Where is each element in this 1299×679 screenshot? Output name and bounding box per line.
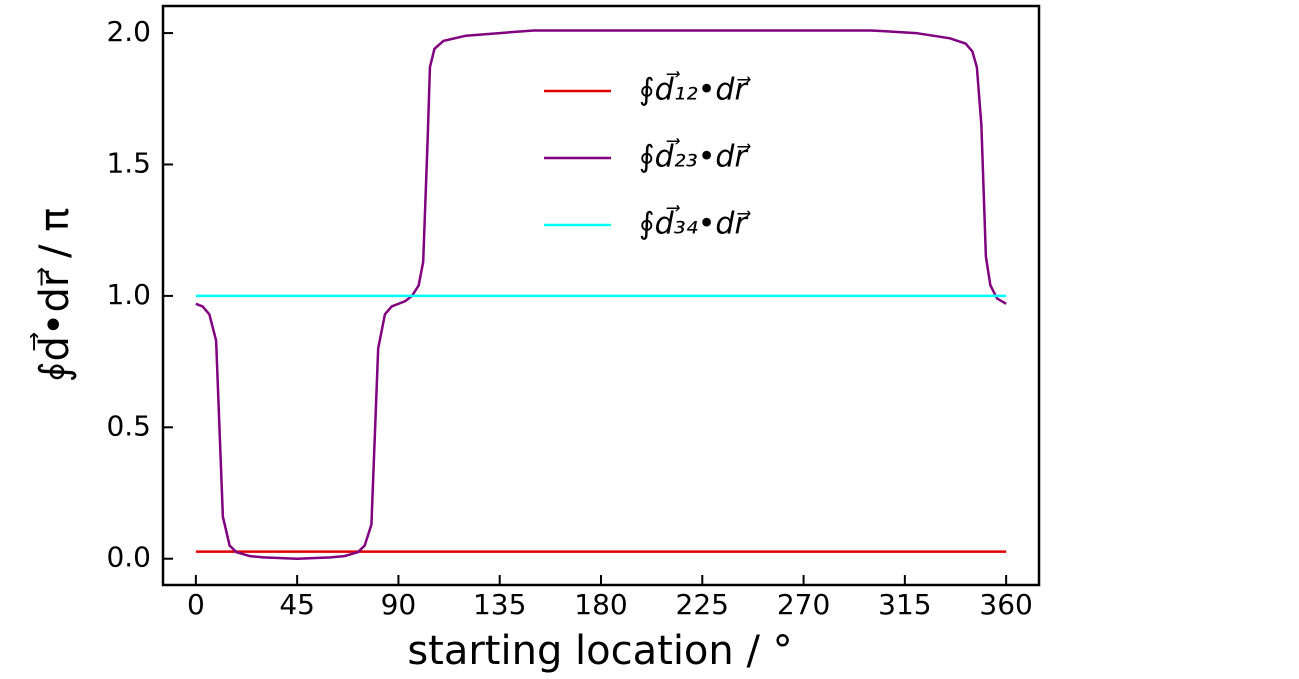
y-tick-label: 1.0 — [106, 278, 151, 311]
x-tick-label: 270 — [777, 588, 830, 621]
legend-label: ∮d⃗₃₄•dr⃗ — [639, 205, 751, 241]
x-tick-label: 0 — [187, 588, 205, 621]
plot-frame — [161, 4, 1041, 587]
x-tick-label: 315 — [878, 588, 931, 621]
legend-label: ∮d⃗₂₃•dr⃗ — [639, 138, 751, 174]
y-axis-label: ∮d⃗•dr⃗ / π — [30, 208, 78, 383]
x-tick-label: 225 — [676, 588, 729, 621]
y-tick-label: 1.5 — [106, 146, 151, 179]
x-tick-label: 360 — [979, 588, 1032, 621]
x-tick-label: 90 — [381, 588, 417, 621]
series-line — [195, 29, 1007, 560]
y-tick-label: 0.5 — [106, 409, 151, 442]
x-axis-label: starting location / ° — [407, 628, 792, 674]
x-tick-label: 135 — [473, 588, 526, 621]
legend-label: ∮d⃗₁₂•dr⃗ — [639, 71, 751, 107]
y-tick-label: 0.0 — [106, 541, 151, 574]
x-tick-label: 180 — [574, 588, 627, 621]
x-tick-label: 45 — [279, 588, 315, 621]
y-tick-label: 2.0 — [106, 15, 151, 48]
